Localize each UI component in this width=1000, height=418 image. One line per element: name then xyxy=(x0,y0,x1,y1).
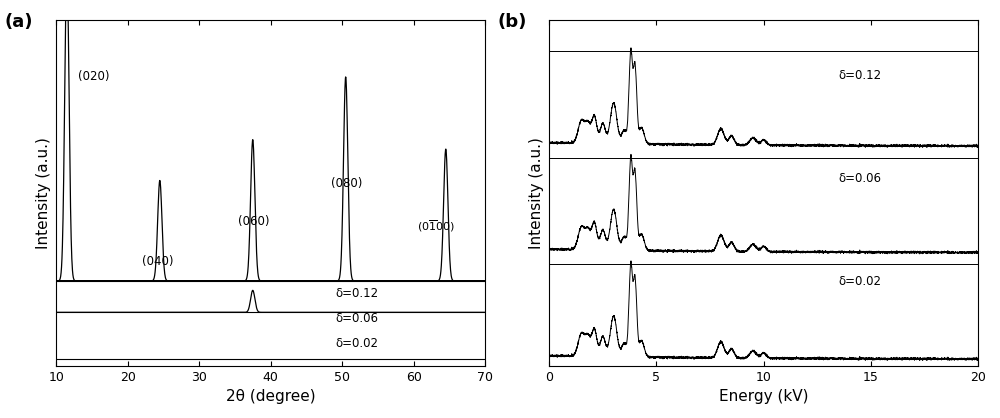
Text: δ=0.06: δ=0.06 xyxy=(839,172,882,185)
Text: $(0\overline{1}00)$: $(0\overline{1}00)$ xyxy=(417,218,455,234)
X-axis label: Energy (kV): Energy (kV) xyxy=(719,389,808,404)
Text: δ=0.02: δ=0.02 xyxy=(335,337,378,350)
Text: δ=0.12: δ=0.12 xyxy=(335,287,378,300)
X-axis label: 2θ (degree): 2θ (degree) xyxy=(226,389,315,404)
Text: (040): (040) xyxy=(142,255,173,268)
Text: (080): (080) xyxy=(331,177,363,190)
Text: (060): (060) xyxy=(238,214,270,227)
Y-axis label: Intensity (a.u.): Intensity (a.u.) xyxy=(36,137,51,249)
Text: (020): (020) xyxy=(78,70,109,83)
Text: (b): (b) xyxy=(498,13,527,31)
Text: δ=0.06: δ=0.06 xyxy=(335,312,378,325)
Text: (a): (a) xyxy=(5,13,33,31)
Text: δ=0.02: δ=0.02 xyxy=(839,275,882,288)
Y-axis label: Intensity (a.u.): Intensity (a.u.) xyxy=(529,137,544,249)
Text: δ=0.12: δ=0.12 xyxy=(839,69,882,82)
